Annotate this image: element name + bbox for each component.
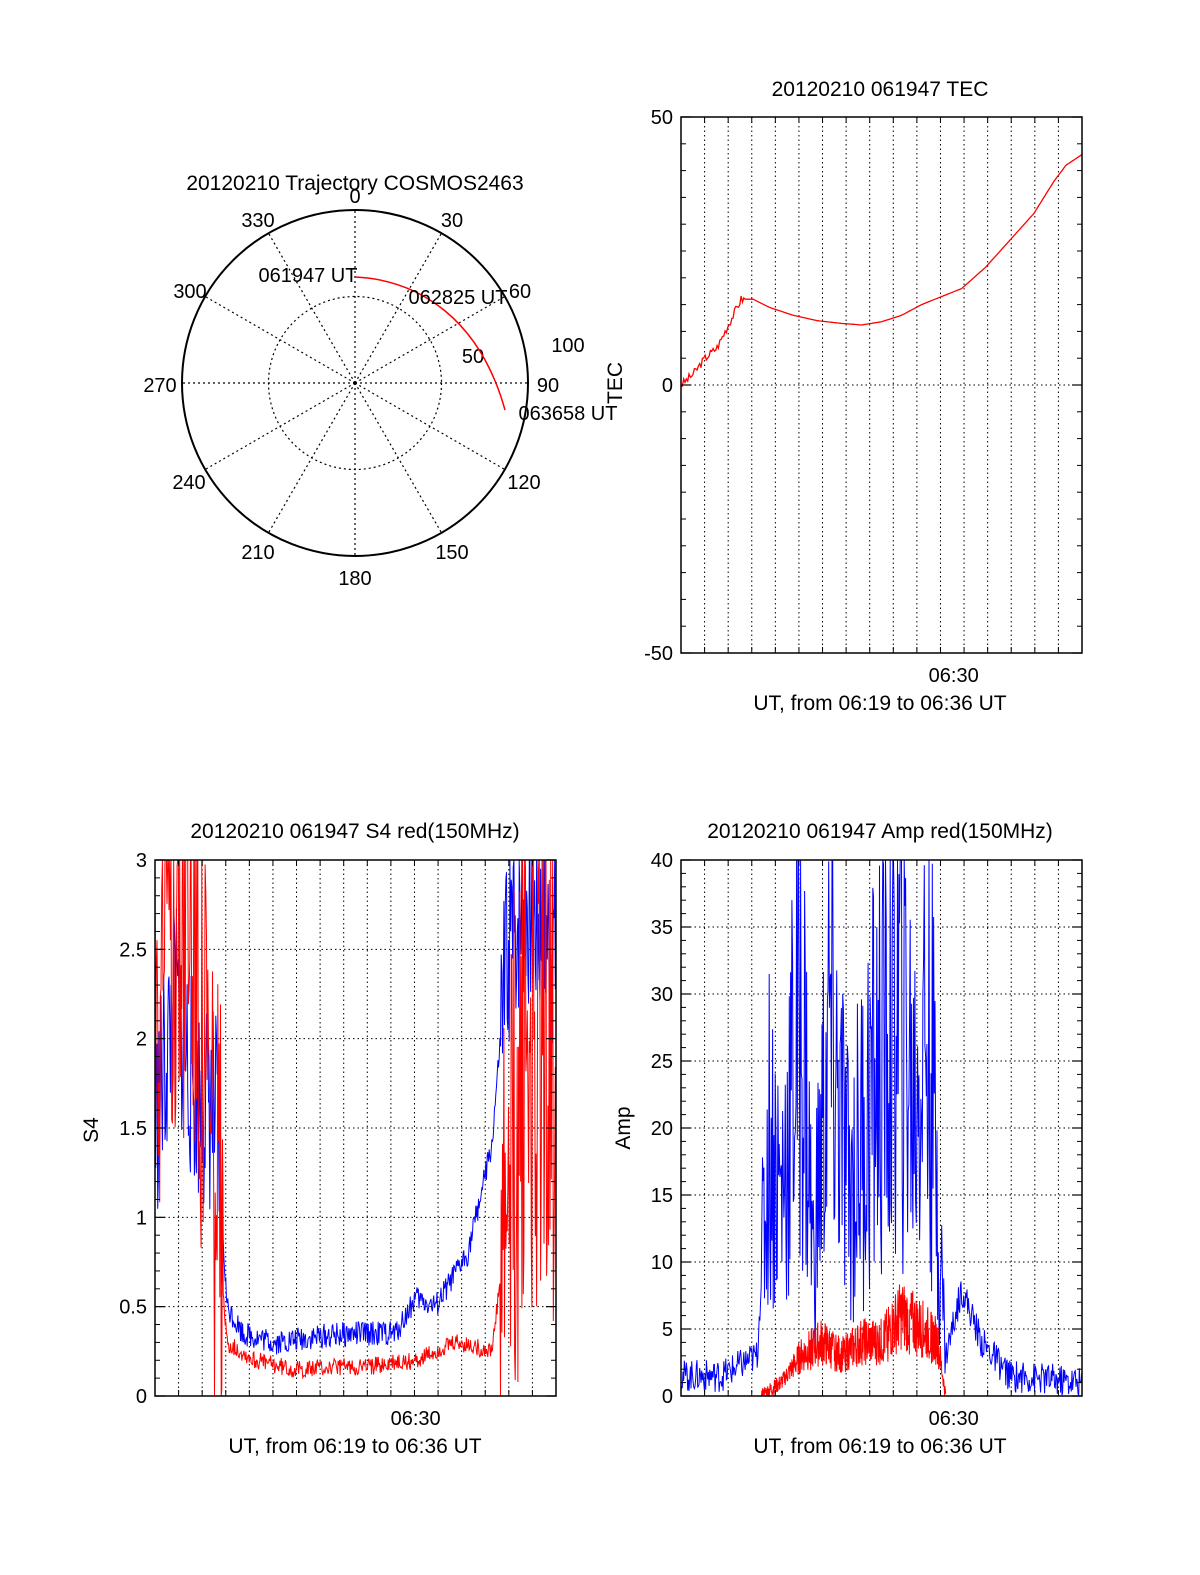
s4-chart: 20120210 061947 S4 red(150MHz) 0 0.5 1 1.5 2… [80, 820, 557, 1458]
series-line-blue [680, 859, 1083, 1397]
polar-radius-label: 100 [551, 335, 584, 357]
amp-x-axis-label: UT, from 06:19 to 06:36 UT [753, 1435, 1006, 1458]
amp-chart: 20120210 061947 Amp red(150MHz) 0 5 10 15 20… [612, 820, 1083, 1458]
polar-azimuth-label: 90 [537, 375, 559, 397]
polar-spoke [354, 232, 443, 384]
series-line-red [761, 1284, 947, 1398]
y-tick-label: 15 [651, 1185, 673, 1207]
amp-y-axis-label: Amp [612, 1106, 635, 1149]
polar-outer-ring [181, 209, 529, 557]
polar-point-label: 062825 UT [409, 287, 508, 309]
polar-azimuth-labels: 0 30 60 90 120 150 180 210 240 270 300 330 [143, 186, 559, 590]
tec-ticks: 50 0 -50 06:30 [644, 107, 1083, 687]
tec-series [680, 153, 1083, 388]
polar-azimuth-label: 0 [349, 186, 360, 208]
s4-y-axis-label: S4 [80, 1117, 103, 1143]
y-tick-label: 0 [662, 375, 673, 397]
polar-azimuth-label: 240 [172, 472, 205, 494]
polar-spoke [267, 232, 356, 384]
y-tick-label: 0.5 [119, 1297, 147, 1319]
amp-chart-title: 20120210 061947 Amp red(150MHz) [707, 820, 1053, 843]
x-tick-label: 06:30 [391, 1408, 441, 1430]
polar-spoke [204, 295, 356, 384]
polar-azimuth-label: 300 [173, 281, 206, 303]
y-tick-label: 50 [651, 107, 673, 129]
polar-point-label: 063658 UT [519, 403, 618, 425]
amp-series [680, 859, 1083, 1398]
s4-grid [155, 860, 556, 1396]
polar-radius-label: 50 [462, 346, 484, 368]
polar-spoke [354, 295, 506, 384]
polar-chart-title: 20120210 Trajectory COSMOS2463 [186, 172, 523, 195]
series-line-red [154, 859, 557, 1397]
y-tick-label: 2.5 [119, 939, 147, 961]
polar-azimuth-label: 180 [338, 568, 371, 590]
x-tick-label: 06:30 [929, 665, 979, 687]
y-tick-label: 10 [651, 1252, 673, 1274]
y-tick-label: 25 [651, 1051, 673, 1073]
amp-ticks: 0 5 10 15 20 25 30 35 40 06:30 [651, 850, 1083, 1430]
polar-spoke [354, 382, 506, 471]
y-tick-label: 0 [136, 1386, 147, 1408]
polar-trajectory-line [354, 276, 506, 411]
polar-point-label: 061947 UT [259, 265, 358, 287]
polar-spoke [267, 382, 356, 534]
y-tick-label: 40 [651, 850, 673, 872]
y-tick-label: 1 [136, 1207, 147, 1229]
polar-trajectory [354, 276, 506, 411]
polar-azimuth-label: 210 [241, 542, 274, 564]
tec-chart-title: 20120210 061947 TEC [772, 78, 989, 101]
polar-point-labels: 061947 UT 062825 UT 063658 UT [259, 265, 618, 425]
y-tick-label: 30 [651, 984, 673, 1006]
polar-chart: 20120210 Trajectory COSMOS2463 0 30 60 90 12… [143, 172, 617, 590]
y-tick-label: -50 [644, 643, 673, 665]
tec-x-axis-label: UT, from 06:19 to 06:36 UT [753, 692, 1006, 715]
s4-series [154, 859, 557, 1397]
polar-spoke [354, 382, 443, 534]
y-tick-label: 2 [136, 1029, 147, 1051]
s4-ticks: 0 0.5 1 1.5 2 2.5 3 06:30 [119, 850, 557, 1430]
y-tick-label: 5 [662, 1319, 673, 1341]
tec-grid [681, 117, 1082, 653]
y-tick-label: 3 [136, 850, 147, 872]
y-tick-label: 0 [662, 1386, 673, 1408]
polar-azimuth-label: 270 [143, 375, 176, 397]
s4-chart-title: 20120210 061947 S4 red(150MHz) [190, 820, 519, 843]
s4-x-axis-label: UT, from 06:19 to 06:36 UT [228, 1435, 481, 1458]
y-tick-label: 35 [651, 917, 673, 939]
polar-spoke [204, 382, 356, 471]
polar-radius-labels: 50 100 [462, 335, 585, 368]
y-tick-label: 1.5 [119, 1118, 147, 1140]
polar-azimuth-label: 120 [507, 472, 540, 494]
plot-frame [680, 116, 1083, 654]
polar-azimuth-label: 150 [435, 542, 468, 564]
polar-azimuth-label: 330 [241, 210, 274, 232]
tec-chart: 20120210 061947 TEC 50 0 -50 06:30 UT, from… [604, 78, 1083, 715]
polar-grid [181, 209, 529, 557]
tec-y-axis-label: TEC [604, 362, 627, 404]
polar-azimuth-label: 60 [509, 281, 531, 303]
x-tick-label: 06:30 [929, 1408, 979, 1430]
series-line-red [680, 153, 1083, 388]
y-tick-label: 20 [651, 1118, 673, 1140]
polar-azimuth-label: 30 [441, 210, 463, 232]
